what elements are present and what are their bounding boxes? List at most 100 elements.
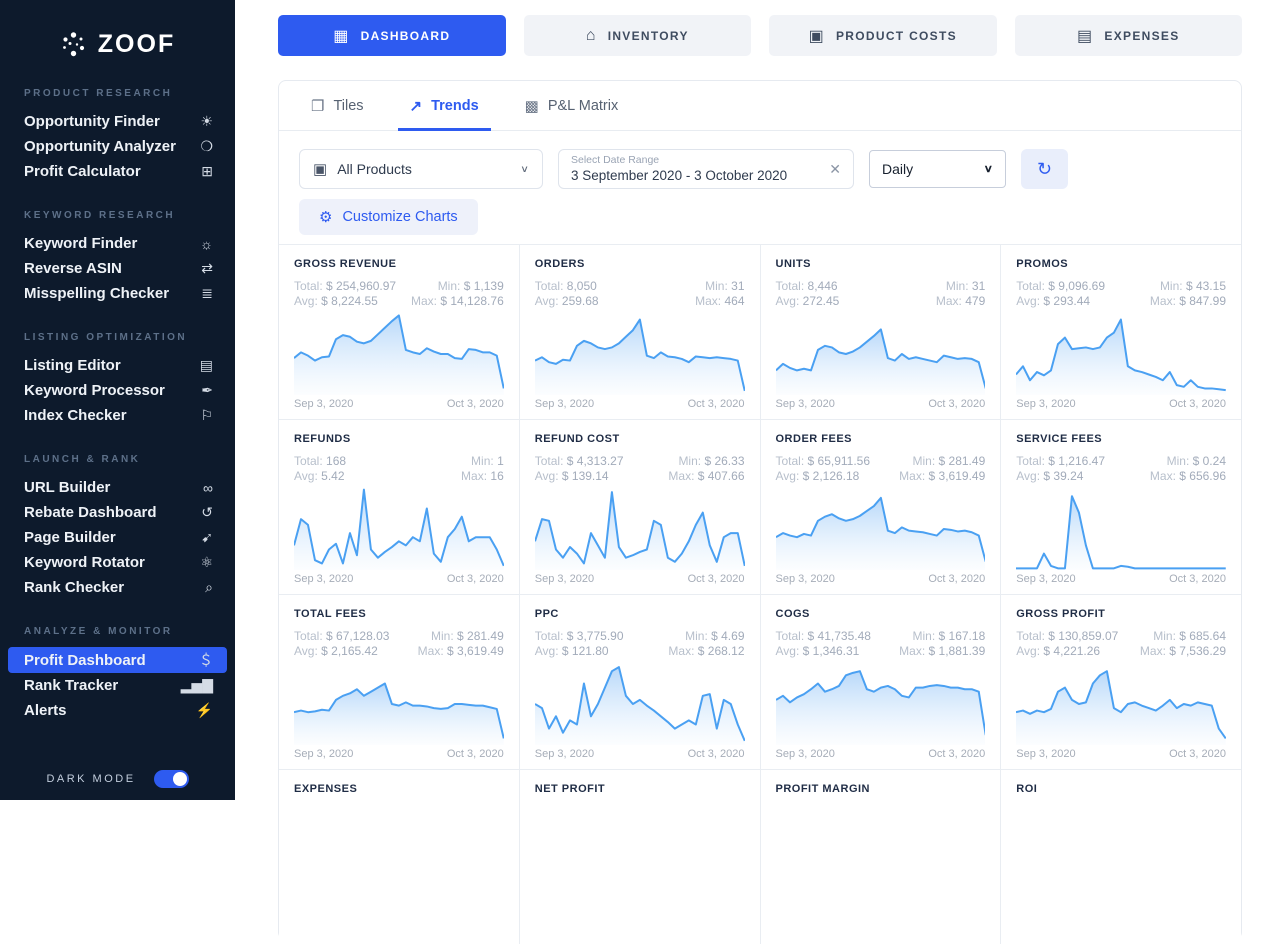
sidebar-item-profit-dashboard[interactable]: Profit Dashboard ＄ (8, 647, 227, 673)
tile-title: SERVICE FEES (1016, 433, 1103, 445)
nav-button-expenses[interactable]: ▤ EXPENSES (1014, 15, 1242, 56)
box-icon: ▣ (808, 27, 825, 45)
nav-button-dashboard[interactable]: ▦ DASHBOARD (278, 15, 506, 56)
sidebar-item-opportunity-analyzer[interactable]: Opportunity Analyzer ❍ (0, 134, 235, 159)
tab-tiles[interactable]: ❐ Tiles (299, 81, 376, 130)
chart-tile-refund-cost: REFUND COST Total: $ 4,313.27 Avg: $ 139… (519, 420, 760, 594)
sidebar-item-profit-calculator[interactable]: Profit Calculator ⊞ (0, 159, 235, 184)
date-range-value: 3 September 2020 - 3 October 2020 (571, 168, 788, 183)
chart-tile-grid: GROSS REVENUE Total: $ 254,960.97 Avg: $… (279, 244, 1241, 944)
max-label: Max: (899, 469, 926, 483)
sparkline-area (1016, 496, 1226, 570)
refresh-button[interactable]: ↻ (1021, 149, 1068, 189)
atom-icon: ⚛ (200, 554, 213, 570)
max-value: 16 (490, 469, 504, 483)
tile-date-range: Sep 3, 2020 Oct 3, 2020 (294, 398, 504, 410)
sidebar-item-page-builder[interactable]: Page Builder ➹ (0, 525, 235, 550)
avg-label: Avg: (1016, 644, 1041, 658)
tile-stats: Total: $ 41,735.48 Avg: $ 1,346.31 Min: … (776, 629, 986, 659)
sparkline-chart (1016, 488, 1226, 570)
nav-button-product-costs[interactable]: ▣ PRODUCT COSTS (769, 15, 997, 56)
sparkline-line (535, 492, 745, 566)
chart-tile-roi: ROI (1001, 770, 1241, 944)
avg-value: 259.68 (561, 294, 599, 308)
sparkline-area (775, 671, 986, 745)
sidebar-item-keyword-processor[interactable]: Keyword Processor ✒ (0, 378, 235, 403)
sparkline-line (776, 498, 986, 562)
max-value: $ 3,619.49 (928, 469, 986, 483)
sparkline-chart (294, 313, 504, 395)
customize-charts-button[interactable]: ⚙ Customize Charts (299, 199, 478, 235)
sidebar-item-misspelling-checker[interactable]: Misspelling Checker ≣ (0, 281, 235, 306)
gear-icon: ⚙ (319, 209, 333, 226)
sidebar-item-rank-tracker[interactable]: Rank Tracker ▂▅▇ (0, 673, 235, 698)
min-label: Min: (678, 454, 702, 468)
tile-date-range: Sep 3, 2020 Oct 3, 2020 (535, 573, 745, 585)
total-label: Total: (534, 454, 564, 468)
bar-chart-icon: ▂▅▇ (180, 677, 213, 693)
tabs-row: ❐ Tiles ↗ Trends ▩ P&L Matrix (279, 81, 1241, 131)
total-label: Total: (775, 279, 805, 293)
tab-trends[interactable]: ↗ Trends (397, 81, 491, 131)
avg-label: Avg: (775, 644, 800, 658)
select-chevron-icon: ∨ (983, 162, 993, 175)
sidebar-item-opportunity-finder[interactable]: Opportunity Finder ☀ (0, 109, 235, 134)
granularity-select[interactable]: Daily ∨ (869, 150, 1006, 188)
dark-mode-label: DARK MODE (46, 773, 136, 785)
max-label: Max: (668, 469, 695, 483)
calculator-icon: ⊞ (201, 163, 213, 179)
tile-title: EXPENSES (294, 783, 358, 795)
tile-title: NET PROFIT (534, 783, 606, 795)
avg-value: 5.42 (321, 469, 345, 483)
min-value: $ 4.69 (711, 629, 745, 643)
zoof-logo: ZOOF (0, 0, 235, 88)
sidebar-item-rebate-dashboard[interactable]: Rebate Dashboard ↺ (0, 500, 235, 525)
sidebar-nav: PRODUCT RESEARCH Opportunity Finder ☀ Op… (0, 88, 235, 723)
tile-title: GROSS PROFIT (1016, 608, 1106, 620)
tile-date-range: Sep 3, 2020 Oct 3, 2020 (776, 573, 986, 585)
sparkline-chart (534, 488, 745, 570)
sidebar-item-alerts[interactable]: Alerts ⚡ (0, 698, 235, 723)
sidebar-item-label: Page Builder (24, 529, 116, 546)
document-edit-icon: ▤ (199, 357, 213, 373)
product-filter-dropdown[interactable]: ▣ All Products ∨ (299, 149, 543, 189)
nav-button-inventory[interactable]: ⌂ INVENTORY (523, 15, 751, 56)
min-value: $ 685.64 (1179, 629, 1226, 643)
sidebar-item-keyword-finder[interactable]: Keyword Finder ☼ (0, 231, 235, 256)
sidebar-item-label: Keyword Finder (24, 235, 138, 252)
sparkline-area (1016, 319, 1226, 395)
date-end-label: Oct 3, 2020 (928, 573, 986, 585)
sparkline-line (776, 329, 986, 388)
sparkline-chart (294, 663, 504, 745)
dark-mode-toggle[interactable] (153, 770, 189, 788)
chart-tile-promos: PROMOS Total: $ 9,096.69 Avg: $ 293.44 M… (1001, 245, 1241, 419)
min-value: $ 26.33 (704, 454, 745, 468)
date-end-label: Oct 3, 2020 (1169, 398, 1226, 410)
tile-date-range: Sep 3, 2020 Oct 3, 2020 (535, 748, 745, 760)
avg-label: Avg: (534, 294, 559, 308)
sparkline-line (535, 320, 745, 391)
top-nav: ▦ DASHBOARD ⌂ INVENTORY ▣ PRODUCT COSTS … (278, 15, 1242, 56)
sidebar-item-keyword-rotator[interactable]: Keyword Rotator ⚛ (0, 550, 235, 575)
sidebar-item-rank-checker[interactable]: Rank Checker ⌕ (0, 575, 235, 600)
sidebar-item-url-builder[interactable]: URL Builder ∞ (0, 475, 235, 500)
min-value: $ 167.18 (938, 629, 986, 643)
tile-date-range: Sep 3, 2020 Oct 3, 2020 (776, 398, 986, 410)
sidebar-item-listing-editor[interactable]: Listing Editor ▤ (0, 353, 235, 378)
sidebar-section: ANALYZE & MONITOR Profit Dashboard ＄ Ran… (0, 626, 235, 723)
chevron-down-icon: ∨ (520, 163, 529, 175)
sidebar-item-reverse-asin[interactable]: Reverse ASIN ⇄ (0, 256, 235, 281)
tab-p-l-matrix[interactable]: ▩ P&L Matrix (513, 81, 631, 130)
sparkline-chart (534, 663, 745, 745)
total-value: $ 3,775.90 (566, 629, 624, 643)
date-range-input[interactable]: Select Date Range 3 September 2020 - 3 O… (558, 149, 854, 189)
sparkline-line (294, 315, 504, 388)
sidebar-item-index-checker[interactable]: Index Checker ⚐ (0, 403, 235, 428)
min-label: Min: (431, 629, 454, 643)
max-value: $ 3,619.49 (447, 644, 504, 658)
products-box-icon: ▣ (313, 161, 328, 178)
min-value: $ 281.49 (938, 454, 986, 468)
clear-date-icon[interactable]: ✕ (829, 161, 841, 177)
nav-button-label: EXPENSES (1104, 28, 1180, 43)
tile-title: TOTAL FEES (294, 608, 367, 620)
